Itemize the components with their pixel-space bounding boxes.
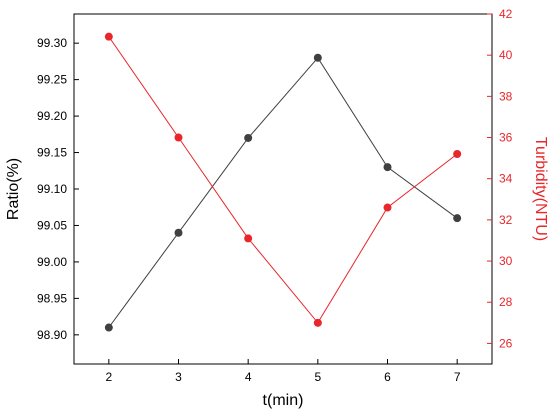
right-y-tick-label: 30 [499,254,513,268]
ratio-data-point [453,214,462,223]
right-axis-title: Turbidity(NTU) [532,137,549,241]
right-y-tick-label: 32 [499,213,513,227]
turbidity-data-point [383,203,392,212]
x-tick-label: 3 [175,370,182,384]
right-y-tick-label: 26 [499,336,513,350]
left-axis-title: Ratio(%) [5,158,22,220]
right-y-tick-label: 36 [499,131,513,145]
ratio-data-point [383,163,392,172]
right-y-tick-label: 28 [499,295,513,309]
x-tick-label: 5 [314,370,321,384]
right-y-tick-label: 42 [499,7,513,21]
right-y-tick-label: 34 [499,172,513,186]
ratio-data-point [313,53,322,62]
x-tick-label: 6 [384,370,391,384]
left-y-tick-label: 99.15 [37,146,67,160]
turbidity-data-point [453,150,462,158]
ratio-data-point [104,323,113,332]
x-tick-label: 4 [245,370,252,384]
chart-marks: 2 3 4 5 6 798.9098.9599.0099.0599.1099.1599.2… [37,7,513,384]
ratio-series-line [108,56,458,328]
turbidity-series-line [108,36,458,324]
left-y-tick-label: 99.20 [37,109,67,123]
ratio-data-point [244,133,253,142]
right-y-tick-label: 38 [499,89,513,103]
left-y-tick-label: 99.10 [37,182,67,196]
turbidity-data-point [174,133,183,142]
turbidity-data-point [244,234,253,243]
x-tick-label: 7 [454,370,461,384]
turbidity-data-point [313,318,322,327]
plot-frame [73,13,493,365]
left-y-tick-label: 99.25 [37,73,67,87]
right-y-tick-label: 40 [499,48,513,62]
left-y-tick-label: 98.95 [37,291,67,305]
left-y-tick-label: 99.05 [37,218,67,232]
left-y-tick-label: 99.00 [37,255,67,269]
ratio-data-point [174,228,183,237]
x-axis-title: t(min) [263,392,304,409]
x-tick-label: 2 [105,370,112,384]
turbidity-data-point [104,32,113,41]
left-y-tick-label: 99.30 [37,36,67,50]
left-y-tick-label: 98.90 [37,328,67,342]
